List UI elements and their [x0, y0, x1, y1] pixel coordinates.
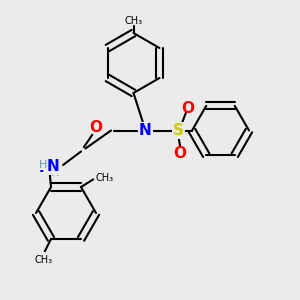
Text: N: N [46, 159, 59, 174]
Text: O: O [89, 120, 103, 135]
Text: O: O [173, 146, 187, 160]
Text: H: H [51, 168, 59, 178]
Text: H: H [39, 160, 48, 170]
Text: CH₃: CH₃ [96, 173, 114, 183]
Text: N: N [38, 160, 51, 175]
Text: CH₃: CH₃ [124, 16, 142, 26]
Text: CH₃: CH₃ [34, 256, 52, 266]
Text: O: O [181, 100, 194, 116]
Text: S: S [173, 123, 184, 138]
Text: N: N [139, 123, 152, 138]
